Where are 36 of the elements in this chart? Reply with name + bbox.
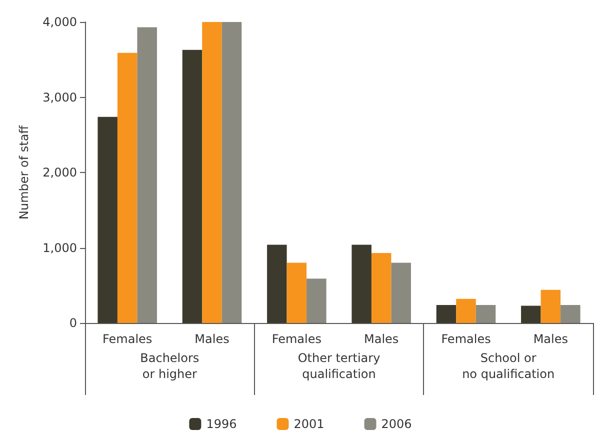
text: Bachelors or higher [140, 351, 200, 381]
y-tick-label: 1,000 [42, 240, 77, 255]
x-tick-label: Females [441, 332, 491, 346]
x-tick-label: Females [102, 332, 152, 346]
bar [182, 50, 202, 323]
bar [476, 304, 496, 323]
bar [267, 244, 287, 323]
x-tick-label: Males [364, 332, 399, 346]
x-tick-label: Males [194, 332, 230, 346]
bar [352, 244, 372, 323]
text: Other tertiary qualification [298, 351, 380, 381]
y-axis-title: Number of staff [17, 124, 31, 220]
bar [222, 22, 242, 323]
y-tick-label: 3,000 [42, 90, 77, 104]
x-tick-label: Males [533, 332, 568, 346]
y-tick-label: 0 [69, 316, 77, 330]
bar [306, 278, 326, 323]
legend-label: 2006 [381, 417, 412, 431]
bar [117, 52, 138, 323]
bar [391, 262, 411, 323]
bar [436, 304, 456, 323]
y-tick-label: 2,000 [42, 166, 77, 180]
text: School or no qualification [462, 351, 555, 381]
bar [371, 253, 392, 323]
bar [521, 306, 541, 323]
bar [202, 22, 222, 323]
x-tick-label: Females [272, 332, 322, 346]
legend-label: 2001 [294, 417, 324, 431]
bar [560, 304, 580, 323]
bar [98, 116, 118, 323]
bar [456, 298, 476, 323]
bar [286, 262, 307, 323]
legend-label: 1996 [206, 417, 237, 431]
bar [540, 290, 561, 323]
bar [137, 27, 157, 323]
y-tick-label: 4,000 [42, 15, 77, 29]
